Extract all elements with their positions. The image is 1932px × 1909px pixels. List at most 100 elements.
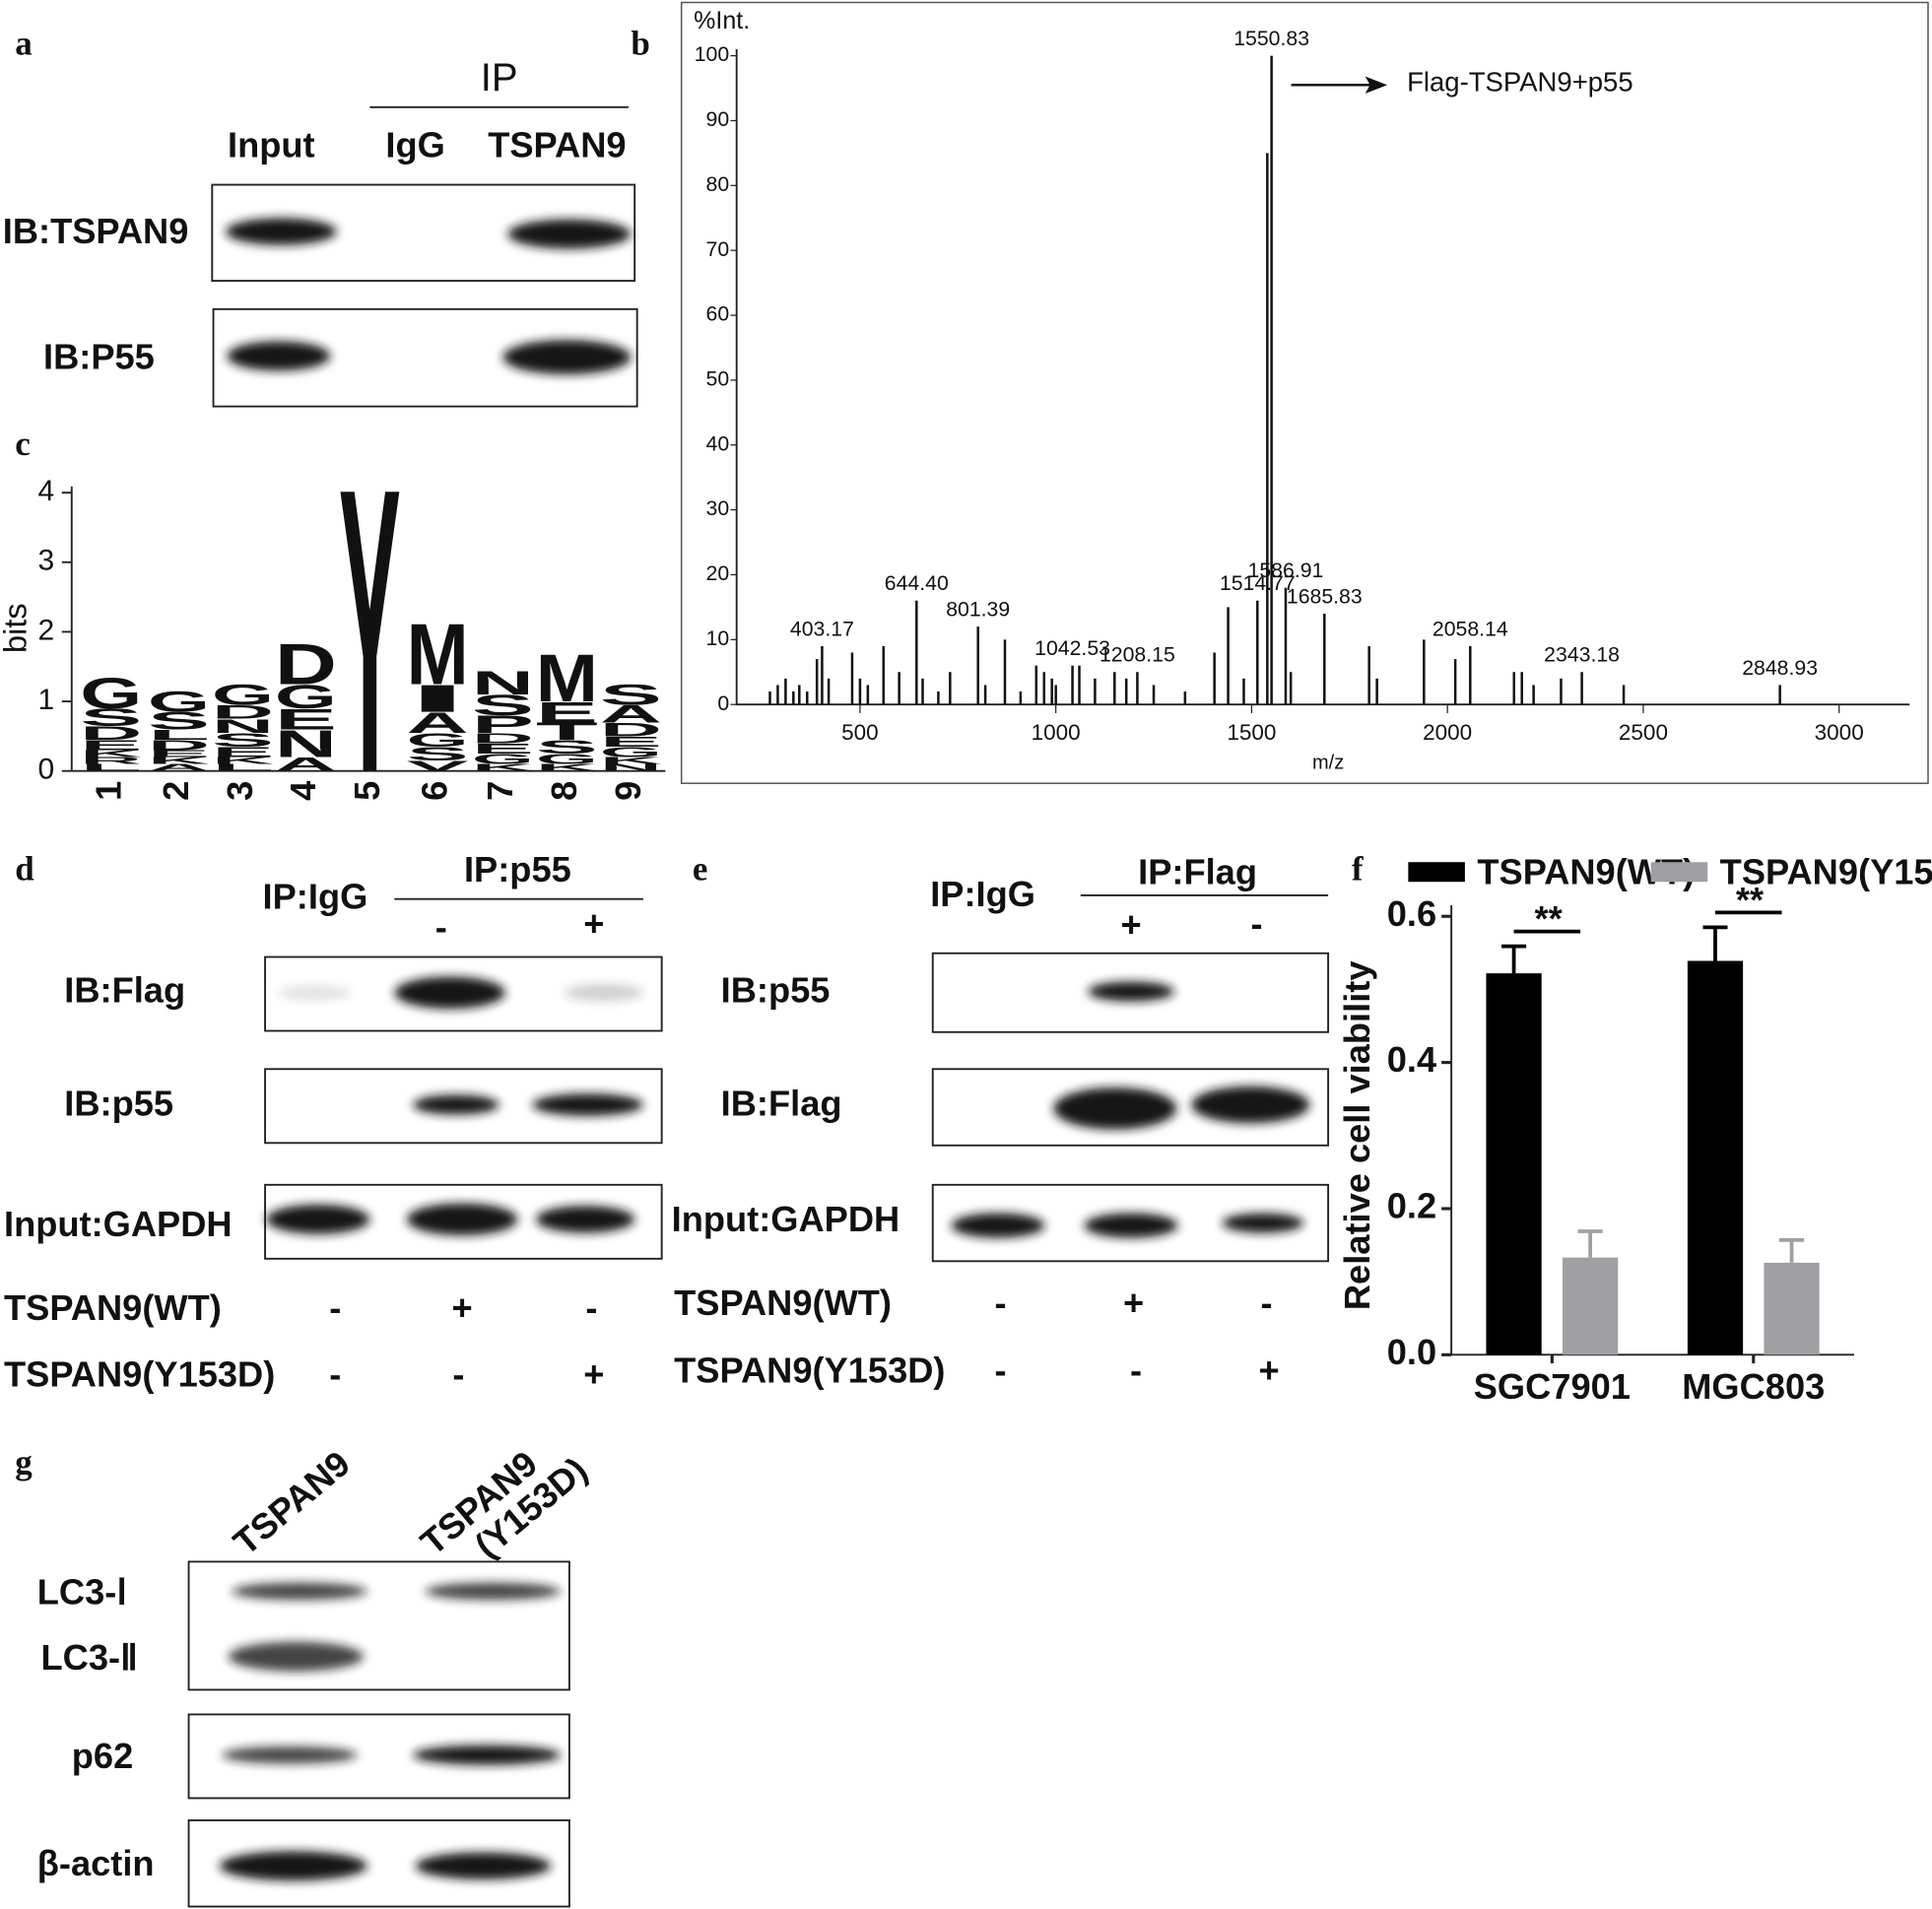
x-tick-label: MGC803	[1682, 1366, 1825, 1407]
sign: +	[452, 1287, 473, 1328]
sign: -	[435, 907, 447, 948]
band	[1088, 981, 1174, 1002]
x-tick-label: 2000	[1423, 720, 1472, 745]
row-label: IB:P55	[43, 337, 155, 377]
y-tick-label: 0	[717, 691, 729, 715]
y-tick-label: 0.0	[1387, 1332, 1436, 1372]
condition-label: TSPAN9(WT)	[674, 1283, 892, 1323]
peak-label: 2848.93	[1742, 656, 1818, 680]
row-label: LC3-Ⅱ	[41, 1637, 138, 1678]
y-tick-label: 40	[706, 431, 730, 455]
x-tick-label: 1500	[1227, 720, 1276, 745]
error-bar	[1577, 1229, 1603, 1258]
error-bar	[1501, 944, 1527, 974]
annotation: Flag-TSPAN9+p55	[1407, 66, 1633, 97]
band	[532, 1093, 643, 1116]
y-axis-label: %Int.	[694, 7, 750, 34]
sign: -	[329, 1287, 341, 1328]
sign: +	[583, 1353, 604, 1394]
x-axis-label: m/z	[1312, 752, 1344, 773]
y-tick-label: 80	[706, 172, 730, 196]
ip-label: IP:Flag	[1138, 851, 1257, 891]
lane-label: TSPAN9	[226, 1443, 358, 1563]
y-tick-label: 100	[695, 42, 729, 66]
sign: +	[1120, 904, 1141, 945]
row-label: IB:TSPAN9	[3, 211, 189, 251]
bar	[1486, 973, 1542, 1355]
logo-y-tick-label: 0	[38, 754, 55, 786]
panel-label: b	[631, 25, 649, 63]
y-tick-label: 60	[706, 302, 730, 326]
band	[413, 1094, 500, 1115]
x-tick-label: 1000	[1032, 720, 1081, 745]
sign: -	[329, 1353, 341, 1394]
logo-letter: N	[600, 762, 662, 773]
logo-letter: N	[472, 665, 534, 702]
logo-y-tick-label: 2	[38, 614, 55, 646]
peak-label: 1042.53	[1034, 636, 1110, 660]
sign: -	[1130, 1350, 1142, 1391]
logo-position-label: 8	[544, 781, 584, 801]
logo-position-label: 4	[283, 781, 323, 801]
logo-letter: S	[600, 679, 662, 711]
y-tick-label: 90	[706, 107, 730, 131]
band	[413, 1744, 562, 1765]
bar	[1687, 960, 1744, 1355]
legend-label: TSPAN9(Y153D)	[1720, 851, 1932, 891]
logo-letter: L	[148, 727, 210, 743]
peak-label: 403.17	[790, 617, 854, 640]
row-label: Input:GAPDH	[4, 1204, 233, 1244]
band	[394, 976, 505, 1010]
logo-letter: S	[148, 707, 210, 734]
row-label: β-actin	[37, 1843, 155, 1883]
logo-y-tick-label: 4	[38, 475, 55, 507]
panel-label: a	[15, 25, 33, 63]
logo-letter: K	[80, 749, 142, 759]
band	[951, 1213, 1045, 1238]
panel-label: g	[15, 1443, 33, 1481]
logo-letter: G	[407, 730, 469, 752]
logo-letter: V	[407, 758, 469, 774]
y-tick-label: 70	[706, 237, 730, 261]
x-tick-label: 500	[841, 720, 879, 745]
logo-letter: A	[275, 754, 337, 775]
band	[564, 984, 643, 1002]
logo-letter: A	[148, 762, 210, 773]
logo-letter: D	[600, 719, 662, 741]
row-label: IB:Flag	[64, 969, 185, 1010]
logo-letter: S	[407, 744, 469, 765]
y-tick-label: 0.2	[1387, 1186, 1436, 1226]
logo-letter: I	[407, 678, 469, 720]
logo-letter: A	[600, 700, 662, 727]
bar	[1562, 1257, 1619, 1355]
logo-letter: S	[212, 730, 274, 752]
logo-letter: E	[212, 744, 274, 759]
y-tick-label: 10	[706, 626, 730, 650]
y-tick-label: 0.4	[1387, 1039, 1436, 1080]
logo-letter: Y	[339, 405, 401, 859]
blot	[187, 1560, 570, 1691]
logo-letter: L	[80, 762, 142, 773]
legend-swatch	[1408, 862, 1465, 883]
sign: -	[452, 1353, 464, 1394]
logo-letter: M	[536, 640, 598, 716]
sign: +	[1123, 1283, 1144, 1323]
panel-label: c	[15, 425, 31, 463]
logo-letter: S	[80, 704, 142, 731]
row-label: IB:p55	[64, 1083, 173, 1123]
logo-letter: L	[212, 762, 274, 773]
logo-position-label: 9	[608, 781, 648, 801]
x-tick-label: 2500	[1619, 720, 1668, 745]
x-tick-label: 3000	[1815, 720, 1864, 745]
band	[1084, 1213, 1178, 1238]
logo-letter: E	[275, 703, 337, 736]
logo-position-label: 5	[347, 781, 387, 801]
condition-label: TSPAN9(Y153D)	[674, 1350, 945, 1391]
logo-letter: S	[536, 737, 598, 758]
logo-y-tick-label: 1	[38, 684, 55, 716]
sign: -	[1261, 1283, 1273, 1323]
logo-y-tick-label: 3	[38, 545, 55, 577]
sign: -	[994, 1350, 1006, 1391]
band	[1053, 1087, 1177, 1130]
